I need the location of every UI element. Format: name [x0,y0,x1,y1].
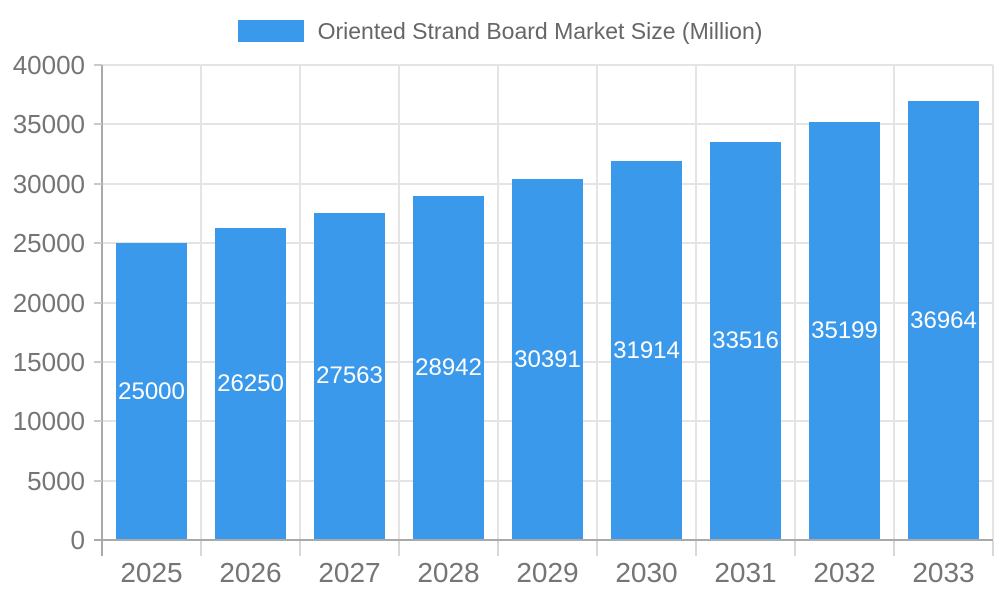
plot-area: 25000 26250 27563 28942 30391 31914 33516 35199… [102,64,994,540]
x-axis-tick [992,541,994,556]
gridline-vertical [794,65,796,540]
x-axis-tick [497,541,499,556]
gridline-vertical [695,65,697,540]
x-axis-line [94,539,993,541]
y-axis-tick [94,301,102,304]
legend-color-swatch [237,20,304,42]
x-axis-label: 2025 [120,557,183,588]
x-axis-label: 2029 [516,557,579,588]
x-axis-label: 2030 [615,557,678,588]
legend-item[interactable]: Oriented Strand Board Market Size (Milli… [237,18,763,44]
legend-label: Oriented Strand Board Market Size (Milli… [317,18,763,44]
gridline-vertical [893,65,895,540]
bar-2030[interactable]: 31914 [611,161,682,540]
x-axis-label: 2026 [219,557,282,588]
bar-value-label: 25000 [118,377,185,405]
bar-2029[interactable]: 30391 [512,179,583,540]
y-axis-tick [94,360,102,363]
y-axis-label: 15000 [12,346,85,377]
gridline-horizontal [102,64,993,66]
x-axis-label: 2032 [813,557,876,588]
y-axis-label: 5000 [27,465,85,496]
chart-legend: Oriented Strand Board Market Size (Milli… [0,18,1000,44]
x-axis-tick [596,541,598,556]
y-axis-tick [94,64,102,66]
y-axis-label: 0 [70,525,85,555]
bar-2033[interactable]: 36964 [908,101,979,540]
gridline-vertical [299,65,301,540]
y-axis-tick [94,182,102,185]
y-axis-label: 25000 [12,228,85,259]
y-axis-label: 40000 [12,50,85,80]
gridline-vertical [497,65,499,540]
bar-2027[interactable]: 27563 [314,212,385,540]
bar-value-label: 36964 [910,306,977,334]
bar-value-label: 26250 [217,370,284,398]
bar-value-label: 27563 [316,362,383,390]
x-axis-tick [398,541,400,556]
bar-2026[interactable]: 26250 [215,228,286,540]
y-axis-label: 30000 [12,168,85,199]
gridline-vertical [398,65,400,540]
gridline-vertical [200,65,202,540]
x-axis-label: 2031 [714,557,777,588]
x-axis-tick [794,541,796,556]
y-axis-tick [94,479,102,482]
x-axis-tick [695,541,697,556]
gridline-vertical [992,65,994,540]
bar-2025[interactable]: 25000 [116,243,187,540]
gridline-vertical [596,65,598,540]
y-axis-tick [94,123,102,126]
y-axis-label: 20000 [12,287,85,318]
x-axis-label: 2028 [417,557,480,588]
y-axis-tick [94,242,102,245]
bar-value-label: 35199 [811,317,878,344]
gridline-horizontal [102,123,993,126]
bar-value-label: 30391 [514,345,581,373]
x-axis-tick [200,541,202,556]
bar-value-label: 31914 [613,336,680,364]
x-axis-tick [893,541,895,556]
y-axis-label: 35000 [12,109,85,140]
y-axis-line [101,65,103,556]
y-axis-label: 10000 [12,406,85,437]
bar-2031[interactable]: 33516 [710,142,781,540]
x-axis-label: 2033 [912,557,975,588]
y-axis-tick [94,420,102,423]
bar-2032[interactable]: 35199 [809,122,880,540]
x-axis-label: 2027 [318,557,381,588]
bar-value-label: 28942 [415,354,482,382]
bar-value-label: 33516 [712,327,779,354]
bar-2028[interactable]: 28942 [413,196,484,540]
x-axis-tick [299,541,301,556]
